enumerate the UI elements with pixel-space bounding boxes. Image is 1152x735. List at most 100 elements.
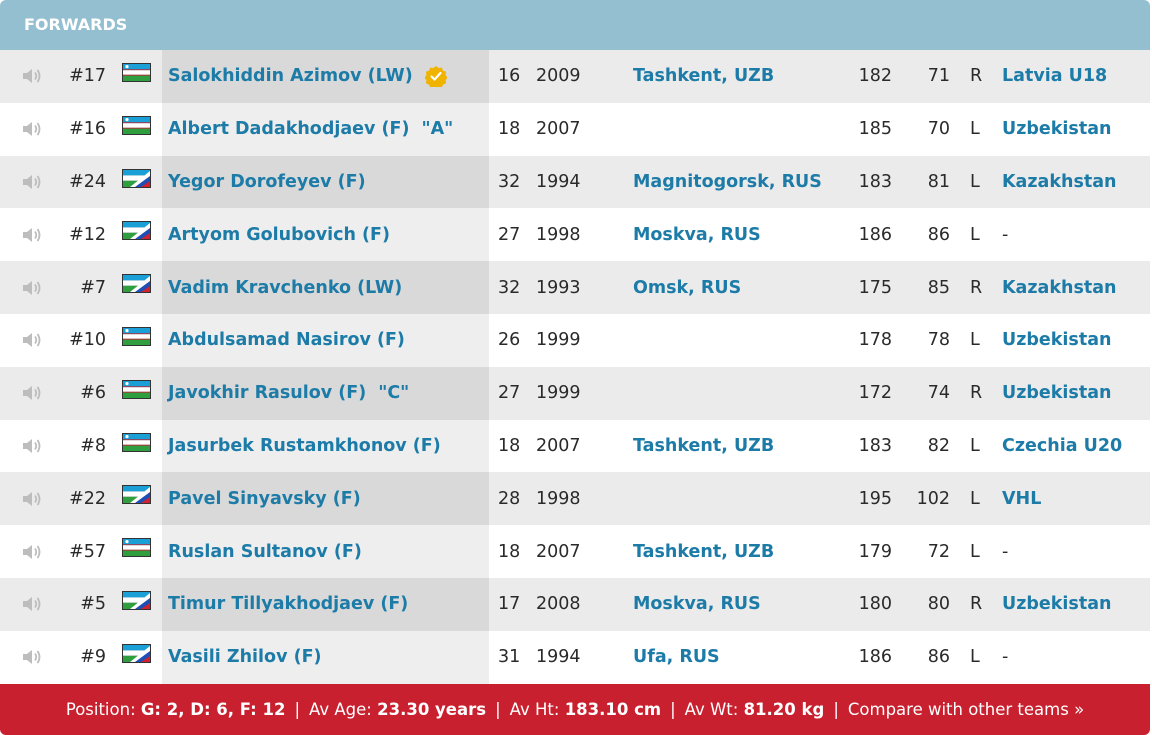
jersey-number: #22 [69, 488, 106, 509]
player-name[interactable]: Javokhir Rasulov (F) [168, 383, 367, 404]
team-link[interactable]: Kazakhstan [1002, 171, 1117, 192]
player-name-link[interactable]: Pavel Sinyavsky (F) [168, 472, 361, 525]
pronunciation-speaker-icon[interactable] [20, 367, 44, 420]
player-name[interactable]: Ruslan Sultanov (F) [168, 541, 362, 562]
birthplace-link[interactable]: Omsk, RUS [633, 277, 742, 298]
table-row: #10 Abdulsamad Nasirov (F) 26 1999 178 78 L Uzb… [0, 313, 1150, 367]
name-column-bg [162, 472, 489, 526]
name-column-bg [162, 525, 489, 578]
separator: | [495, 700, 501, 719]
birth-year: 1994 [536, 171, 581, 192]
birth-year: 2007 [536, 541, 581, 562]
team-link[interactable]: Kazakhstan [1002, 277, 1117, 298]
table-row: #57 Ruslan Sultanov (F) 18 2007 Tashkent, UZ… [0, 525, 1150, 578]
team-link[interactable]: Uzbekistan [1002, 383, 1112, 404]
pronunciation-speaker-icon[interactable] [20, 103, 44, 156]
player-name-link[interactable]: Artyom Golubovich (F) [168, 208, 390, 261]
player-name-link[interactable]: Ruslan Sultanov (F) [168, 525, 362, 578]
birthplace-link[interactable]: Moskva, RUS [633, 594, 761, 615]
player-height: 178 [858, 330, 892, 351]
shoots-hand: L [970, 647, 980, 668]
player-weight: 74 [927, 383, 950, 404]
birth-year: 1993 [536, 277, 581, 298]
pronunciation-speaker-icon[interactable] [20, 156, 44, 209]
team-link[interactable]: Latvia U18 [1002, 66, 1108, 87]
pronunciation-speaker-icon[interactable] [20, 631, 44, 684]
pronunciation-speaker-icon[interactable] [20, 472, 44, 525]
player-name-link[interactable]: Jasurbek Rustamkhonov (F) [168, 420, 441, 473]
birthplace-link[interactable]: Moskva, RUS [633, 224, 761, 245]
shoots-hand: R [970, 277, 983, 298]
player-age: 18 [498, 119, 521, 140]
player-name-link[interactable]: Albert Dadakhodjaev (F) "A" [168, 103, 453, 156]
compare-teams-link[interactable]: Compare with other teams » [847, 700, 1085, 719]
avg-weight-label: Av Wt: [684, 700, 739, 719]
pronunciation-speaker-icon[interactable] [20, 208, 44, 261]
player-height: 182 [858, 66, 892, 87]
birth-year: 2007 [536, 435, 581, 456]
birthplace-link[interactable]: Tashkent, UZB [633, 66, 775, 87]
team-empty: - [1002, 541, 1009, 562]
pronunciation-speaker-icon[interactable] [20, 525, 44, 578]
name-column-bg [162, 313, 489, 367]
captain-badge: "A" [421, 119, 454, 140]
uzbekistan-flag-icon [122, 538, 151, 558]
player-name[interactable]: Abdulsamad Nasirov (F) [168, 330, 405, 351]
player-name[interactable]: Albert Dadakhodjaev (F) [168, 119, 410, 140]
player-height: 175 [858, 277, 892, 298]
player-name[interactable]: Vasili Zhilov (F) [168, 647, 322, 668]
jersey-number: #6 [80, 383, 106, 404]
player-list: #17 Salokhiddin Azimov (LW) 16 2009 Tashkent… [0, 50, 1150, 684]
position-label: Position: [65, 700, 136, 719]
player-name[interactable]: Pavel Sinyavsky (F) [168, 488, 361, 509]
player-name-link[interactable]: Salokhiddin Azimov (LW) [168, 50, 448, 103]
player-height: 185 [858, 119, 892, 140]
player-name-link[interactable]: Yegor Dorofeyev (F) [168, 156, 366, 209]
player-name[interactable]: Vadim Kravchenko (LW) [168, 277, 403, 298]
team-link[interactable]: Uzbekistan [1002, 330, 1112, 351]
player-name[interactable]: Yegor Dorofeyev (F) [168, 171, 366, 192]
jersey-number: #8 [80, 435, 106, 456]
player-weight: 86 [927, 224, 950, 245]
team-link[interactable]: Uzbekistan [1002, 594, 1112, 615]
uzbekistan-flag-icon [122, 63, 151, 82]
player-name-link[interactable]: Abdulsamad Nasirov (F) [168, 314, 405, 367]
pronunciation-speaker-icon[interactable] [20, 50, 44, 103]
player-name[interactable]: Jasurbek Rustamkhonov (F) [168, 435, 441, 456]
player-age: 27 [498, 383, 521, 404]
team-link[interactable]: Czechia U20 [1002, 435, 1123, 456]
team-empty: - [1002, 224, 1009, 245]
player-name[interactable]: Timur Tillyakhodjaev (F) [168, 594, 409, 615]
player-height: 186 [858, 224, 892, 245]
birthplace-link[interactable]: Magnitogorsk, RUS [633, 171, 822, 192]
team-link[interactable]: Uzbekistan [1002, 119, 1112, 140]
jersey-number: #57 [69, 541, 106, 562]
player-age: 31 [498, 647, 521, 668]
team-link[interactable]: VHL [1002, 488, 1042, 509]
birthplace-link[interactable]: Ufa, RUS [633, 647, 720, 668]
birthplace-link[interactable]: Tashkent, UZB [633, 541, 775, 562]
table-row: #16 Albert Dadakhodjaev (F) "A" 18 2007 185 70… [0, 102, 1150, 156]
pronunciation-speaker-icon[interactable] [20, 261, 44, 314]
player-name-link[interactable]: Javokhir Rasulov (F) "C" [168, 367, 409, 420]
separator: | [833, 700, 839, 719]
pronunciation-speaker-icon[interactable] [20, 578, 44, 631]
table-row: #17 Salokhiddin Azimov (LW) 16 2009 Tashkent… [0, 50, 1150, 103]
uzbekistan-flag-icon [122, 379, 151, 399]
player-age: 16 [498, 66, 521, 87]
player-name[interactable]: Salokhiddin Azimov (LW) [168, 66, 413, 87]
shoots-hand: R [970, 66, 983, 87]
player-name-link[interactable]: Vadim Kravchenko (LW) [168, 261, 402, 314]
birthplace-link[interactable]: Tashkent, UZB [633, 435, 775, 456]
birth-year: 2008 [536, 594, 581, 615]
table-row: #7 Vadim Kravchenko (LW) 32 1993 Omsk, RUS 17… [0, 261, 1150, 314]
player-name[interactable]: Artyom Golubovich (F) [168, 224, 390, 245]
player-weight: 85 [927, 277, 950, 298]
pronunciation-speaker-icon[interactable] [20, 420, 44, 473]
player-name-link[interactable]: Vasili Zhilov (F) [168, 631, 322, 684]
player-height: 172 [858, 383, 892, 404]
shoots-hand: R [970, 594, 983, 615]
pronunciation-speaker-icon[interactable] [20, 314, 44, 367]
player-name-link[interactable]: Timur Tillyakhodjaev (F) [168, 578, 408, 631]
player-weight: 72 [927, 541, 950, 562]
